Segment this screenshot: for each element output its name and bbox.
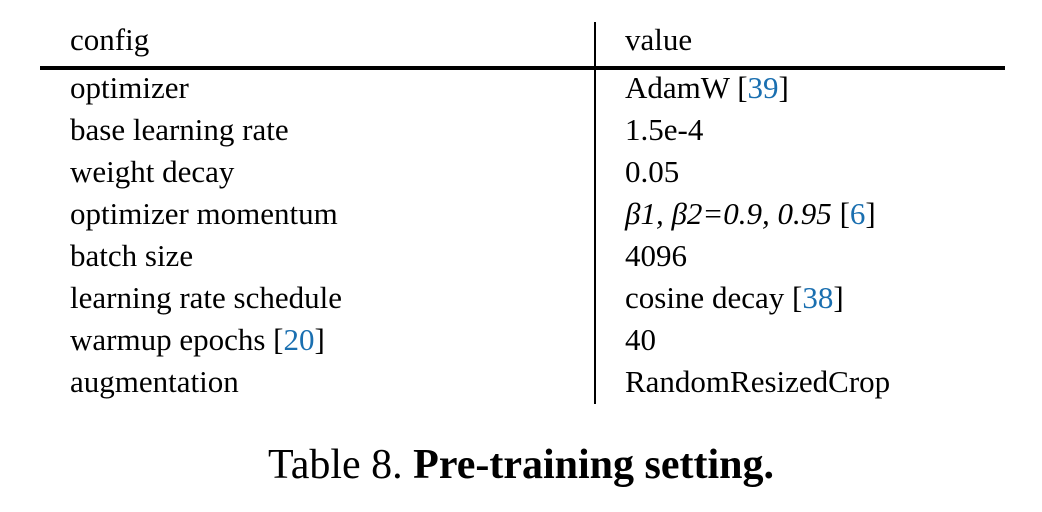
header-config: config <box>70 22 150 57</box>
cell-text: warmup epochs <box>70 322 266 357</box>
value-cell: 1.5e-4 <box>625 112 703 148</box>
config-cell: warmup epochs [20] <box>70 322 325 357</box>
cell-text: weight decay <box>70 154 235 189</box>
config-cell: weight decay <box>70 154 234 190</box>
value-cell: 4096 <box>625 238 687 274</box>
citation-link[interactable]: 39 <box>747 70 779 105</box>
cell-text: cosine decay <box>625 280 785 315</box>
config-cell: augmentation <box>70 364 239 400</box>
cell-text: β1, β2=0.9, 0.95 <box>625 196 832 231</box>
cell-text: optimizer momentum <box>70 196 338 231</box>
config-cell: batch size <box>70 238 193 274</box>
cell-text: augmentation <box>70 364 239 399</box>
cell-text: AdamW <box>625 70 730 105</box>
cell-text: optimizer <box>70 70 189 105</box>
value-cell: 40 <box>625 322 656 358</box>
caption-title: Pre-training setting. <box>413 442 775 488</box>
citation-link[interactable]: 38 <box>802 280 834 315</box>
cell-text: RandomResizedCrop <box>625 364 891 399</box>
cell-text: 1.5e-4 <box>625 112 704 147</box>
cell-text: 4096 <box>625 238 687 273</box>
cell-text: base learning rate <box>70 112 289 147</box>
config-cell: optimizer momentum <box>70 196 338 232</box>
value-cell: RandomResizedCrop <box>625 364 890 400</box>
cell-text: 0.05 <box>625 154 680 189</box>
column-divider <box>594 22 596 404</box>
header-value: value <box>625 22 693 57</box>
table-caption: Table 8. Pre-training setting. <box>0 440 1042 490</box>
config-cell: base learning rate <box>70 112 289 148</box>
value-cell: cosine decay [38] <box>625 280 844 315</box>
citation-link[interactable]: 6 <box>849 196 866 231</box>
header-rule <box>40 66 1005 70</box>
cell-text: 40 <box>625 322 656 357</box>
config-cell: learning rate schedule <box>70 280 342 316</box>
value-cell: 0.05 <box>625 154 679 190</box>
cell-text: batch size <box>70 238 194 273</box>
value-cell: AdamW [39] <box>625 70 789 105</box>
caption-label: Table 8. <box>267 442 403 488</box>
cell-text: learning rate schedule <box>70 280 342 315</box>
value-cell: β1, β2=0.9, 0.95 [6] <box>625 196 876 231</box>
citation-link[interactable]: 20 <box>283 322 315 357</box>
config-cell: optimizer <box>70 70 189 106</box>
